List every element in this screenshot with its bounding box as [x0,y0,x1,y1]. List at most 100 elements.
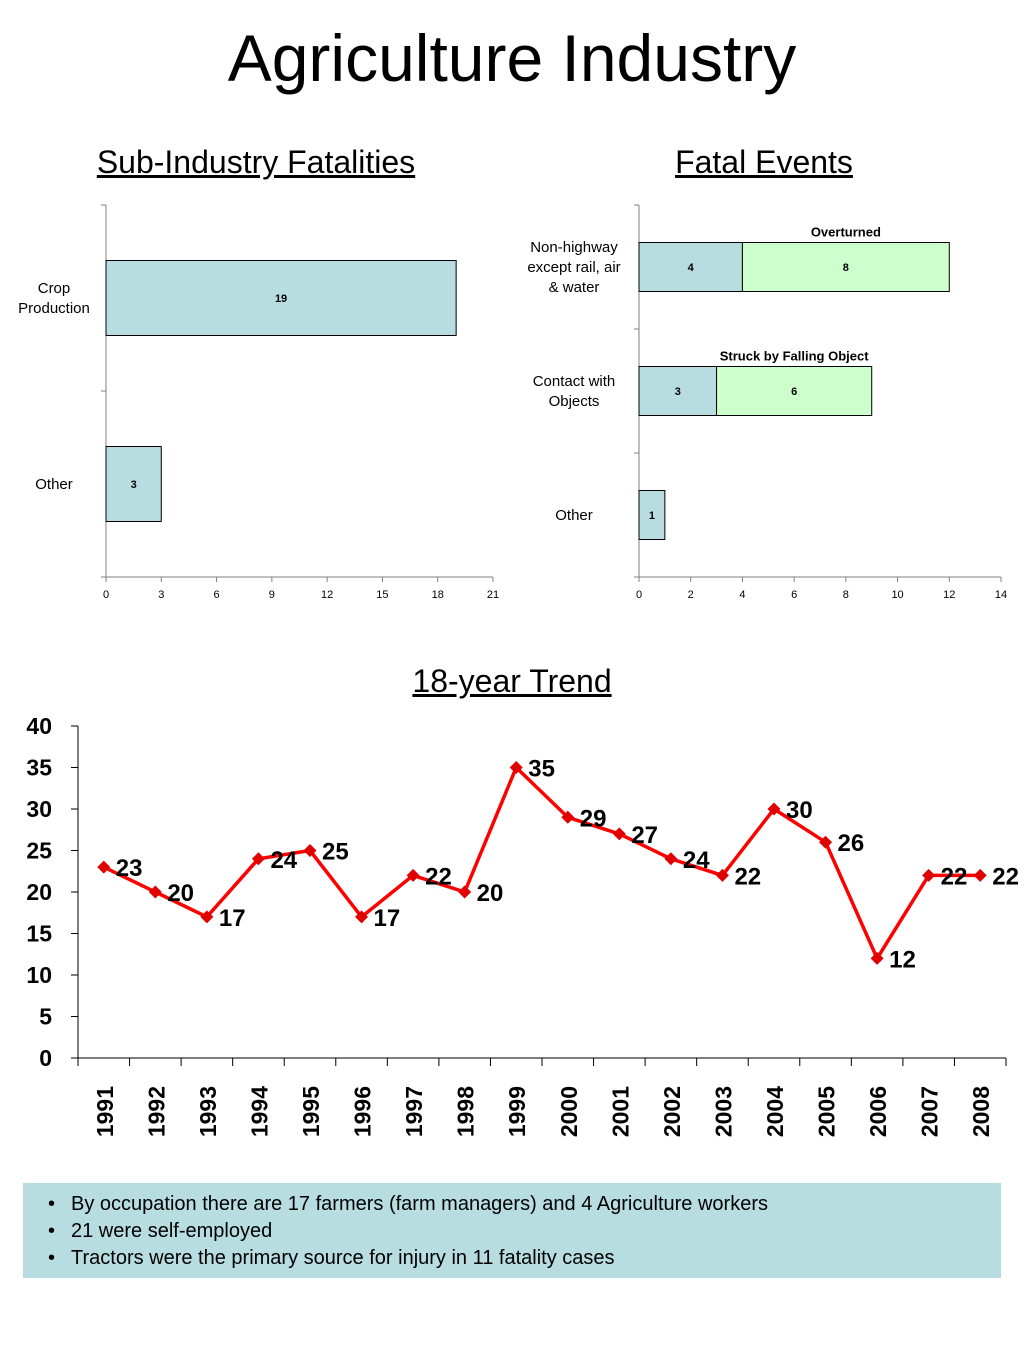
bar-segment [741,242,950,292]
x-tick-label: 1997 [401,1086,427,1137]
notes-list: • By occupation there are 17 farmers (fa… [48,1191,1001,1272]
x-tick-label: 2006 [865,1086,891,1137]
data-point-marker [870,951,884,965]
note-text: 21 were self-employed [71,1220,273,1242]
bullet-icon: • [48,1193,56,1215]
bar-data-label: 1 [649,510,655,522]
x-tick-label: 2004 [762,1086,788,1137]
category-label: Crop Production [18,280,90,317]
bar-annotation: Struck by Falling Object [720,349,869,364]
x-tick-label: 2 [688,589,694,601]
x-tick-label: 21 [487,589,499,601]
data-point-marker [509,761,523,774]
data-point-marker [612,827,626,841]
x-tick-label: 14 [995,589,1007,601]
x-tick-label: 2005 [814,1086,840,1137]
data-point-label: 20 [167,880,194,907]
data-point-marker [715,868,729,882]
notes-box: • By occupation there are 17 farmers (fa… [23,1183,1001,1278]
data-point-label: 27 [631,822,658,849]
x-tick-label: 1999 [504,1086,530,1137]
bar-segment [638,366,718,416]
page-title: Agriculture Industry [227,21,797,95]
fatal-events-bar-chart: 0 2 4 6 8 10 12 14 4 8 Overturned Non-highway except… [527,204,1007,601]
x-tick-label: 2002 [659,1086,685,1137]
y-tick-label: 5 [39,1004,52,1030]
x-tick-label: 1995 [298,1086,324,1137]
note-item: • By occupation there are 17 farmers (fa… [48,1191,1001,1218]
bar-annotation: Overturned [811,225,881,240]
bullet-icon: • [48,1247,56,1269]
data-point-marker [200,910,214,924]
data-point-marker [458,885,472,899]
data-point-label: 17 [374,905,401,932]
x-tick-label: 3 [158,589,164,601]
x-tick-label: 2003 [710,1086,736,1137]
x-tick-label: 0 [103,589,109,601]
x-tick-label: 18 [432,589,444,601]
note-text: Tractors were the primary source for inj… [71,1247,615,1269]
x-tick-label: 1998 [453,1086,479,1137]
category-label: Other [35,476,73,493]
sub-industry-chart-title: Sub-Industry Fatalities [96,144,416,180]
data-point-marker [922,868,936,882]
trend-chart-title: 18-year Trend [412,663,612,699]
category-label: Non-highway except rail, air & water [527,239,620,296]
x-tick-label: 1994 [246,1086,272,1137]
y-tick-label: 20 [26,879,52,905]
x-tick-label: 8 [843,589,849,601]
bar [105,446,162,522]
x-tick-label: 12 [321,589,333,601]
data-point-label: 22 [425,863,452,890]
x-tick-label: 2000 [556,1086,582,1137]
x-tick-label: 1991 [92,1086,118,1137]
x-tick-label: 6 [214,589,220,601]
data-point-marker [767,802,781,816]
y-tick-label: 35 [26,755,52,781]
bar-segment [638,242,743,292]
x-tick-label: 1993 [195,1086,221,1137]
x-tick-label: 0 [636,589,642,601]
data-point-label: 25 [322,839,349,866]
data-point-label: 20 [477,880,504,907]
x-tick-label: 2008 [968,1086,994,1137]
note-text: By occupation there are 17 farmers (farm… [71,1193,768,1215]
bar-data-label: 6 [791,386,797,398]
x-tick-label: 2007 [917,1086,943,1137]
bar-segment [716,366,873,416]
y-tick-label: 15 [26,921,52,947]
data-point-marker [303,844,317,857]
data-point-label: 17 [219,905,246,932]
data-point-label: 23 [116,855,143,882]
y-tick-label: 25 [26,838,52,864]
bar-data-label: 3 [131,479,137,491]
note-item: • Tractors were the primary source for in… [48,1245,1001,1272]
data-point-label: 12 [889,946,916,973]
data-point-marker [561,810,575,824]
data-point-marker [973,868,987,882]
data-point-marker [251,852,265,866]
y-tick-label: 40 [26,713,52,739]
y-tick-label: 10 [26,962,52,988]
x-tick-label: 12 [943,589,955,601]
data-point-label: 22 [941,863,968,890]
x-tick-label: 9 [269,589,275,601]
note-item: • 21 were self-employed [48,1218,1001,1245]
x-tick-label: 2001 [607,1086,633,1137]
data-point-label: 24 [270,847,297,874]
data-point-label: 22 [992,863,1019,890]
x-tick-label: 10 [891,589,903,601]
bar-data-label: 19 [275,293,287,305]
bar-data-label: 4 [688,262,695,274]
data-point-marker [819,835,833,849]
y-tick-label: 0 [39,1045,52,1071]
x-tick-label: 15 [376,589,388,601]
trend-line-chart: 0 5 10 15 20 25 30 35 40 1991 1992 1993 1994 1995 1996… [26,713,1019,1137]
sub-industry-bar-chart: 0 3 6 9 12 15 18 21 19 Crop Production 3 Other [18,204,499,601]
fatal-events-chart-title: Fatal Events [675,144,853,180]
data-point-marker [355,910,369,924]
data-point-marker [664,852,678,866]
x-tick-label: 6 [791,589,797,601]
x-tick-label: 1992 [143,1086,169,1137]
data-point-label: 30 [786,797,813,824]
